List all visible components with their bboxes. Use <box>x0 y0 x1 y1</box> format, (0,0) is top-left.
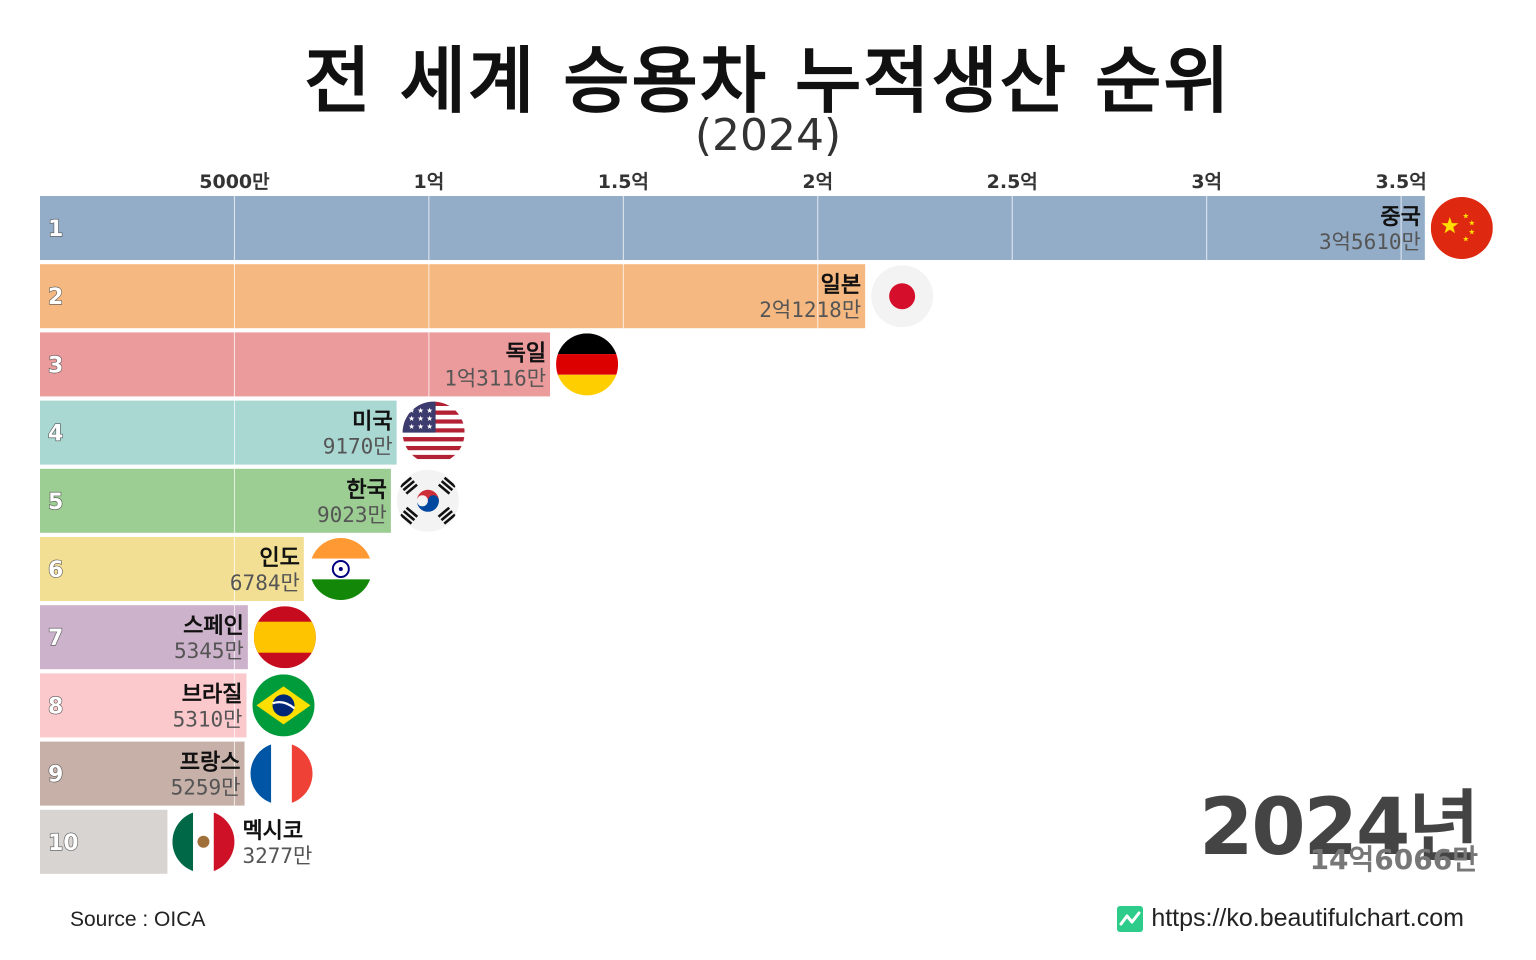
x-axis-ticks: 5000만 1억 1.5억 2억 2.5억 3억 3.5억 <box>199 171 1426 193</box>
bar-group-japan <box>40 264 866 329</box>
rank-label: 6 <box>48 558 63 583</box>
brazil-flag-icon <box>252 674 315 737</box>
country-label: 스페인 <box>183 614 244 639</box>
country-label: 한국 <box>346 478 386 503</box>
value-label: 2억1218만 <box>759 298 861 322</box>
rank-label: 8 <box>48 694 63 719</box>
bars <box>40 196 1425 874</box>
bar-group-usa <box>40 400 397 465</box>
bar <box>40 400 397 465</box>
mexico-flag-icon <box>172 810 235 873</box>
x-tick-label: 1억 <box>414 171 445 193</box>
rank-label: 1 <box>48 217 63 242</box>
country-label: 미국 <box>352 410 392 435</box>
chart-logo-icon <box>1117 905 1144 932</box>
korea-flag-icon <box>396 469 459 532</box>
bar-group-india <box>40 537 304 601</box>
bar-group-brazil <box>40 673 247 738</box>
value-label: 1억3116만 <box>444 366 546 390</box>
rank-label: 10 <box>48 831 79 856</box>
value-label: 9023만 <box>317 503 387 527</box>
total-label: 14억6066만 <box>1309 843 1478 876</box>
grid-lines <box>233 196 1402 874</box>
x-tick-label: 2.5억 <box>987 171 1038 193</box>
x-tick-label: 5000만 <box>199 171 270 193</box>
bar <box>40 741 245 806</box>
rank-label: 2 <box>48 285 63 310</box>
bar <box>40 537 304 601</box>
value-label: 6784만 <box>230 571 300 595</box>
bar-group-korea <box>40 468 391 533</box>
value-label: 5345만 <box>174 639 244 663</box>
chart-subtitle: (2024) <box>694 110 842 161</box>
bar <box>40 264 866 329</box>
chart-title: 전 세계 승용차 누적생산 순위 <box>304 39 1232 123</box>
rank-label: 5 <box>48 490 63 515</box>
bar-group-spain <box>40 605 248 670</box>
value-label: 5310만 <box>173 707 243 731</box>
bar-group-mexico <box>40 809 168 874</box>
value-label: 9170만 <box>323 435 393 459</box>
value-label: 3억5610만 <box>1319 230 1421 254</box>
bar <box>40 196 1425 260</box>
website-url[interactable]: https://ko.beautifulchart.com <box>1151 904 1464 932</box>
country-label: 브라질 <box>182 682 243 707</box>
bar <box>40 605 248 670</box>
rank-label: 7 <box>48 626 63 651</box>
x-tick-label: 3.5억 <box>1376 171 1427 193</box>
rank-label: 4 <box>48 422 63 447</box>
country-label: 일본 <box>821 273 861 298</box>
bar <box>40 332 551 397</box>
year-label: 2024년 <box>1199 783 1480 873</box>
country-label: 인도 <box>259 546 299 571</box>
bar-group-germany <box>40 332 551 397</box>
bar-group-france <box>40 741 245 806</box>
x-tick-label: 3억 <box>1191 171 1222 193</box>
country-label: 멕시코 <box>242 819 303 844</box>
china-flag-icon <box>1430 197 1493 259</box>
value-label: 3277만 <box>242 844 312 868</box>
bar <box>40 673 247 738</box>
x-tick-label: 1.5억 <box>598 171 649 193</box>
india-flag-icon <box>309 538 372 600</box>
country-label: 중국 <box>1380 205 1420 230</box>
japan-flag-icon <box>871 265 934 328</box>
bar <box>40 809 168 874</box>
value-label: 5259만 <box>171 776 241 800</box>
country-label: 프랑스 <box>180 751 241 776</box>
rank-label: 3 <box>48 353 63 378</box>
spain-flag-icon <box>253 606 316 669</box>
x-tick-label: 2억 <box>802 171 833 193</box>
country-label: 독일 <box>506 341 546 366</box>
france-flag-icon <box>250 742 313 805</box>
website-link[interactable]: https://ko.beautifulchart.com <box>1117 904 1464 933</box>
bar <box>40 468 391 533</box>
bar-group-china <box>40 196 1425 260</box>
rank-label: 9 <box>48 763 63 788</box>
usa-flag-icon <box>402 401 465 464</box>
source-text: Source : OICA <box>70 908 206 931</box>
germany-flag-icon <box>556 333 619 396</box>
